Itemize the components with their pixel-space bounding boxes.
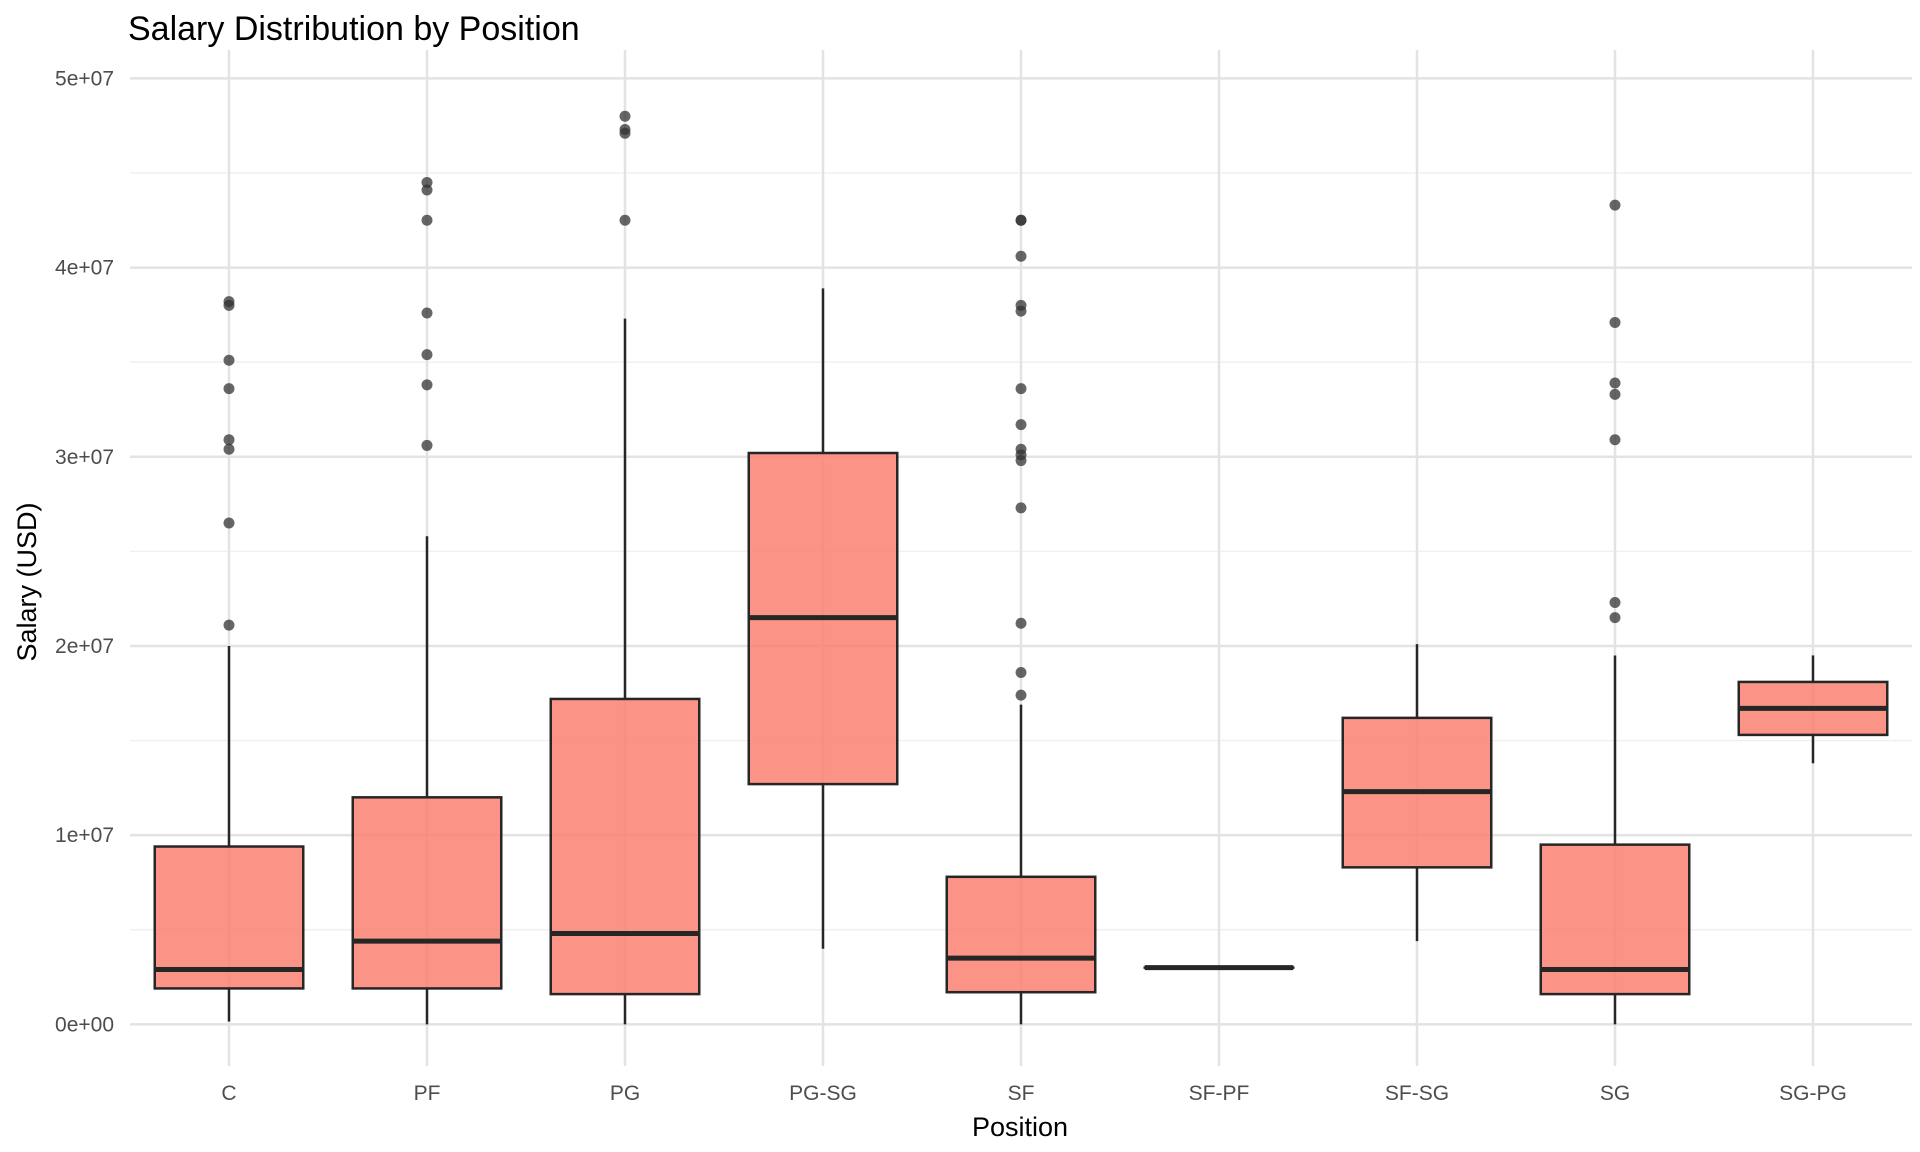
- outlier-point: [1015, 214, 1027, 226]
- x-tick-label: SF-SG: [1385, 1082, 1449, 1105]
- box-pf: [351, 176, 503, 1025]
- y-axis-ticks: 0e+00 1e+07 2e+07 3e+07 4e+07 5e+07: [55, 67, 114, 1036]
- outlier-point: [421, 184, 433, 196]
- x-tick-label: PG-SG: [789, 1082, 857, 1105]
- outlier-point: [1609, 388, 1621, 400]
- box-sf-sg: [1341, 644, 1493, 942]
- y-tick-label: 3e+07: [55, 446, 114, 469]
- iqr-box: [945, 875, 1097, 994]
- outlier-point: [1609, 199, 1621, 211]
- outlier-point: [619, 214, 631, 226]
- y-axis-title: Salary (USD): [12, 502, 42, 661]
- outlier-point: [1015, 383, 1027, 395]
- outlier-point: [1015, 689, 1027, 701]
- box-pg: [549, 110, 701, 1025]
- x-axis-title: Position: [972, 1112, 1068, 1142]
- outlier-point: [223, 434, 235, 446]
- outlier-point: [1609, 377, 1621, 389]
- outlier-point: [1015, 250, 1027, 262]
- outlier-point: [421, 307, 433, 319]
- iqr-box: [549, 697, 701, 996]
- outlier-point: [421, 349, 433, 361]
- outlier-point: [1015, 502, 1027, 514]
- y-tick-label: 4e+07: [55, 257, 114, 280]
- x-tick-label: SG: [1600, 1082, 1630, 1105]
- y-tick-label: 0e+00: [55, 1013, 114, 1036]
- box-pg-sg: [747, 288, 899, 949]
- outlier-point: [421, 176, 433, 188]
- x-axis-ticks: C PF PG PG-SG SF SF-PF SF-SG SG SG-PG: [221, 1082, 1846, 1105]
- y-tick-label: 1e+07: [55, 824, 114, 847]
- box-series: [153, 110, 1889, 1025]
- outlier-point: [1015, 455, 1027, 467]
- outlier-point: [1609, 612, 1621, 624]
- outlier-point: [1015, 666, 1027, 678]
- x-tick-label: PF: [414, 1082, 441, 1105]
- outlier-point: [619, 127, 631, 139]
- outlier-point: [223, 383, 235, 395]
- outlier-point: [223, 299, 235, 311]
- outlier-point: [619, 110, 631, 122]
- x-tick-label: SF-PF: [1189, 1082, 1250, 1105]
- outlier-point: [421, 379, 433, 391]
- iqr-box: [351, 796, 503, 990]
- box-sg-pg: [1737, 655, 1889, 764]
- x-tick-label: SG-PG: [1779, 1082, 1847, 1105]
- y-tick-label: 5e+07: [55, 67, 114, 90]
- x-tick-label: SF: [1008, 1082, 1035, 1105]
- outlier-point: [223, 354, 235, 366]
- outlier-point: [1609, 596, 1621, 608]
- y-tick-label: 2e+07: [55, 635, 114, 658]
- chart-title: Salary Distribution by Position: [128, 10, 580, 48]
- x-tick-label: C: [221, 1082, 236, 1105]
- outlier-point: [1015, 617, 1027, 629]
- outlier-point: [1015, 305, 1027, 317]
- outlier-point: [223, 517, 235, 529]
- box-sg: [1539, 199, 1691, 1025]
- outlier-point: [223, 443, 235, 455]
- outlier-point: [1015, 419, 1027, 431]
- box-sf: [945, 214, 1097, 1025]
- box-c: [153, 296, 305, 1022]
- outlier-point: [1609, 434, 1621, 446]
- outlier-point: [1609, 316, 1621, 328]
- outlier-point: [421, 439, 433, 451]
- iqr-box: [153, 845, 305, 990]
- x-tick-label: PG: [610, 1082, 640, 1105]
- outlier-point: [421, 214, 433, 226]
- outlier-point: [223, 619, 235, 631]
